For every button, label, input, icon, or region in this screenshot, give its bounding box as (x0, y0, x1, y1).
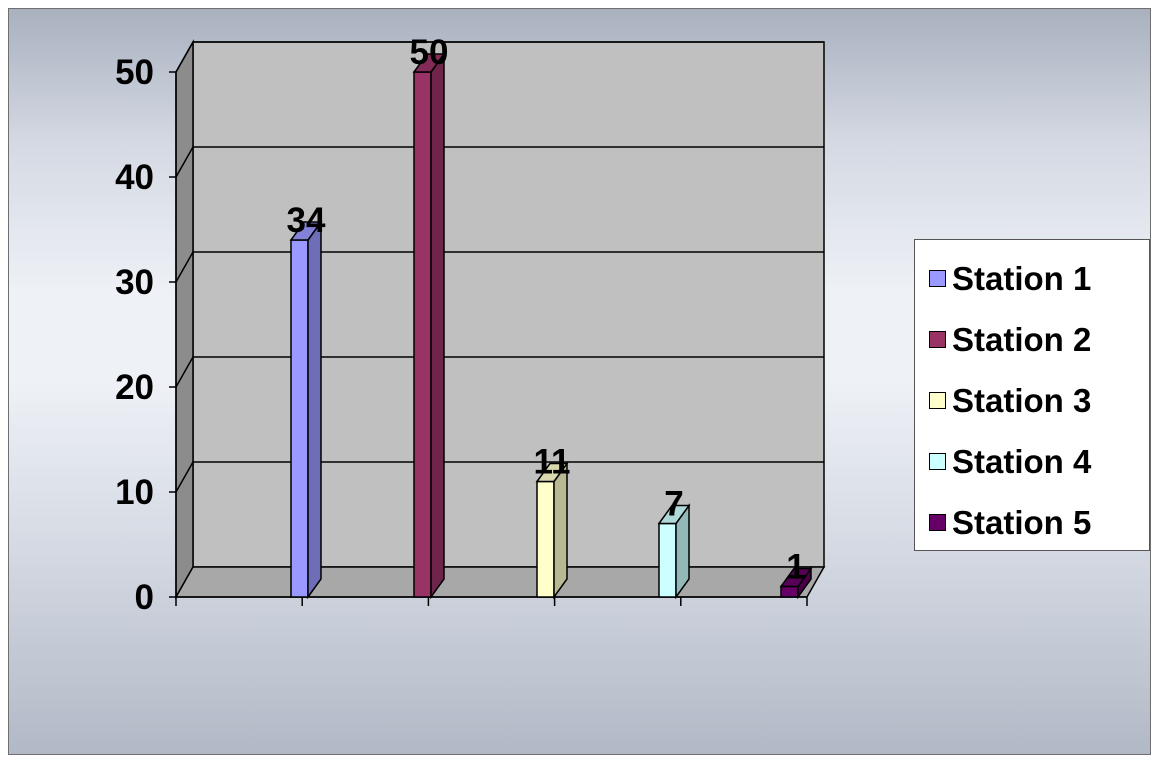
bar-top (535, 462, 569, 483)
y-tick-label: 10 (115, 473, 154, 512)
bar (779, 566, 813, 600)
chart-area: 0 10 20 30 40 50 34 50 11 7 1 Station 1 Station 2… (8, 8, 1151, 755)
y-tick-label: 0 (135, 578, 154, 617)
legend-label: Station 4 (952, 442, 1092, 480)
data-label: 34 (287, 201, 326, 240)
bar (412, 51, 446, 600)
bar (535, 461, 569, 600)
legend-swatch (929, 514, 946, 531)
gridline-side (175, 461, 194, 493)
y-tick-label: 20 (115, 368, 154, 407)
legend-item: Station 2 (915, 309, 1149, 370)
legend-label: Station 5 (952, 503, 1092, 541)
bar (289, 219, 323, 600)
bars (289, 51, 813, 600)
legend-swatch (929, 453, 946, 470)
bar-top (289, 221, 323, 241)
data-label: 7 (664, 485, 683, 524)
bar-side (307, 219, 322, 600)
y-tick-label: 50 (115, 53, 154, 92)
data-label: 1 (786, 548, 805, 587)
legend-item: Station 1 (915, 248, 1149, 309)
bar-top (657, 504, 691, 525)
legend-item: Station 5 (915, 492, 1149, 553)
floor (174, 566, 826, 598)
legend: Station 1 Station 2 Station 3 Station 4 … (914, 239, 1150, 551)
bar-front (536, 480, 555, 598)
legend-item: Station 3 (915, 370, 1149, 431)
legend-item: Station 4 (915, 431, 1149, 492)
gridline-side (175, 251, 194, 283)
bar-side (553, 461, 568, 600)
legend-swatch (929, 331, 946, 348)
legend-label: Station 1 (952, 259, 1092, 297)
y-tick-label: 30 (115, 263, 154, 302)
back-wall (192, 41, 825, 568)
legend-swatch (929, 270, 946, 287)
bar-chart: 0 10 20 30 40 50 34 50 11 7 1 (115, 33, 826, 617)
data-label: 50 (410, 33, 449, 72)
bar-top (779, 567, 813, 588)
gridline-side (175, 356, 194, 388)
gridline-side (175, 41, 194, 73)
gridline-side (175, 146, 194, 178)
bar-front (658, 522, 677, 598)
bar-side (430, 51, 445, 600)
bar-front (290, 239, 309, 598)
data-label: 11 (534, 443, 571, 482)
axes (175, 72, 808, 606)
y-axis-ticks: 0 10 20 30 40 50 (115, 53, 176, 617)
bar-top (412, 53, 446, 73)
bar-front (780, 585, 799, 598)
legend-swatch (929, 392, 946, 409)
legend-label: Station 3 (952, 381, 1092, 419)
plot-walls (174, 39, 826, 600)
bar-front (413, 71, 432, 598)
y-tick-label: 40 (115, 158, 154, 197)
bar (657, 503, 691, 600)
data-labels: 34 50 11 7 1 (287, 33, 806, 587)
side-wall (175, 39, 194, 600)
legend-label: Station 2 (952, 320, 1092, 358)
